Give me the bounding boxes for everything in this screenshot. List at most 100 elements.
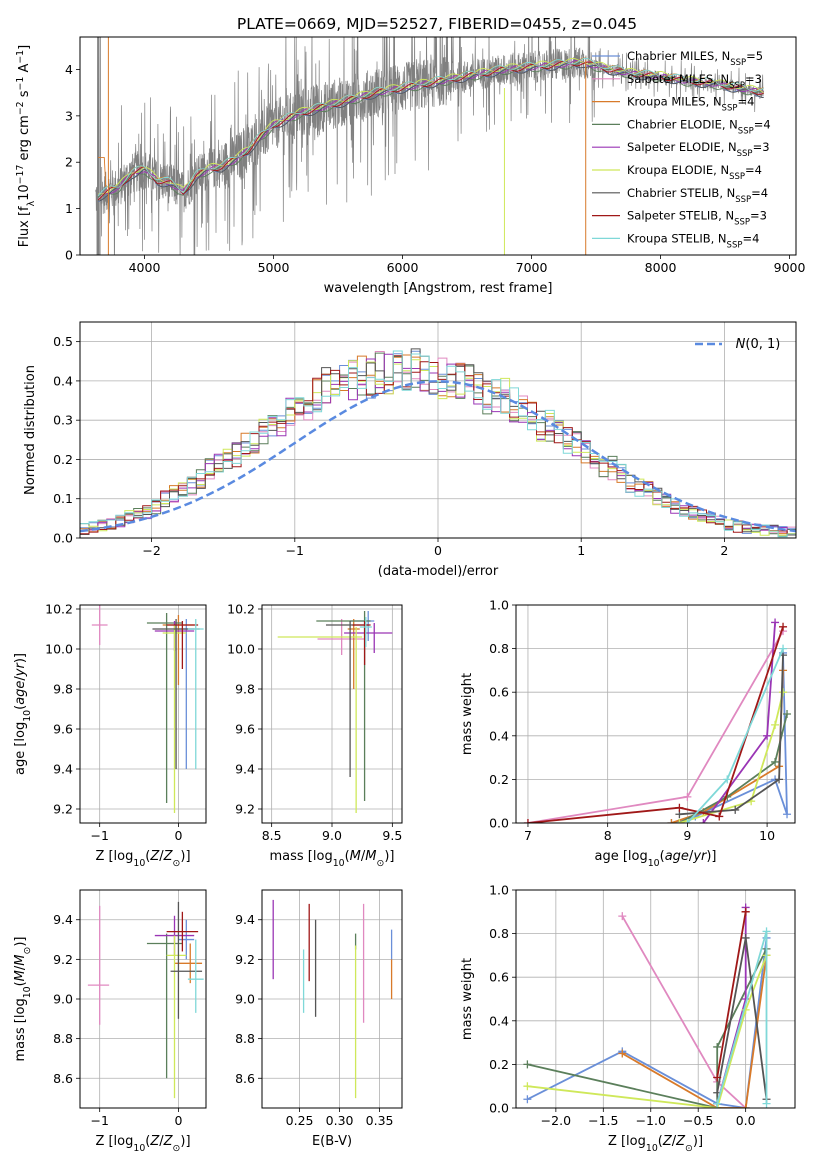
y-tick-label: 9.8 [235,682,255,697]
errorbar-point [187,939,204,1013]
errorbar-point [146,933,183,1079]
y-tick-label: 9.6 [235,722,255,737]
errorbar-point [187,619,204,769]
y-tick-label: 0.2 [489,772,509,787]
label-part: Z [149,849,160,864]
errorbar-point [344,623,393,653]
label-part: =4 [737,95,754,109]
errorbar-point [91,605,108,645]
errorbar-point [146,613,183,803]
x-tick-label: 1 [577,543,585,558]
plus-marker [783,710,792,718]
label-part: s [17,90,32,101]
axes-frame [515,889,796,1109]
y-tick-label: 10.2 [45,602,73,617]
x-tick-label: 0 [174,1113,182,1128]
errorbar-point [87,905,110,1025]
label-part: Salpeter ELODIE, N [627,140,737,154]
label-part: N [736,337,746,352]
label-part: mass [log [270,849,333,864]
legend-label: Chabrier ELODIE, NSSP=4 [627,117,771,136]
plot-area [80,890,206,1108]
plus-marker [723,775,732,784]
label-part: (data-model)/error [378,564,499,579]
chart-mass-vs-Z: −1 08.68.89.09.29.4Z [log10(Z/Z⊙)]mass [l… [13,889,207,1154]
x-tick-label: 7 [524,828,532,843]
y-tick-label: 9.4 [53,912,73,927]
plus-marker [713,1099,722,1108]
label-part: ( [345,849,350,864]
label-part: ( [145,849,150,864]
x-axis-label: Z [log10(Z/Z⊙)] [608,1134,703,1154]
y-tick-label: 2 [65,155,73,170]
label-part: ] [17,45,32,50]
errorbar-point [178,919,195,960]
plus-marker [713,1042,722,1051]
axes-frame [515,604,796,824]
plus-marker [683,819,692,823]
label-part: Z [662,1134,673,1149]
plus-marker [762,927,771,936]
y-tick-label: 9.8 [53,682,73,697]
label-part: Kroupa ELODIE, N [627,163,729,177]
label-part: 10 [648,858,660,869]
plus-marker [779,622,788,631]
label-part: age [665,849,689,864]
label-part: ⊙ [22,947,33,955]
y-tick-label: 10.2 [227,602,255,617]
y-tick-label: 9.4 [235,912,255,927]
y-tick-label: 0.4 [489,1013,509,1028]
y-tick-label: 1 [65,201,73,216]
y-tick-label: 0.4 [53,373,73,388]
x-tick-label: 0.30 [326,1113,354,1128]
label-part: ( [145,1134,150,1149]
x-tick-label: 0.25 [286,1113,314,1128]
legend-label: Chabrier STELIB, NSSP=4 [627,186,768,205]
weight-line-salpeter-miles [621,915,747,1108]
label-part: E(B-V) [312,1134,352,1149]
y-tick-label: 8.6 [235,1071,255,1086]
x-tick-label: 6000 [387,260,419,275]
label-part: −1 [15,50,26,64]
plus-marker [741,907,750,916]
label-part: / [361,849,366,864]
label-part: =3 [750,209,767,223]
x-axis-label: mass [log10(M/M⊙)] [270,849,395,869]
label-part: / [159,849,164,864]
label-part: )] [180,849,190,864]
x-tick-label: −1.5 [588,1113,618,1128]
label-part: −2 [15,101,26,115]
x-axis-label: Z [log10(Z/Z⊙)] [95,1134,190,1154]
legend-label: Chabrier MILES, NSSP=5 [627,49,763,68]
y-tick-label: 0.2 [53,452,73,467]
label-part: SSP [737,149,753,159]
label-part: ( [13,705,28,710]
y-axis-label: Flux [fλ10−17 erg cm−2 s−1 A−1] [15,45,37,247]
label-part: Salpeter STELIB, N [627,209,734,223]
chart-age-vs-Z: −1 09.29.49.69.810.010.2Z [log10(Z/Z⊙)]ag… [13,602,207,869]
axes-frame [79,889,207,1109]
errorbar-point [166,621,199,669]
chart-residuals: −2 −1 0 1 2 0.0 0.1 0.2 0.3 0.4 0.5 (data-model)/er… [23,321,797,579]
axes-frame [261,604,403,824]
y-axis-label: Normed distribution [23,365,38,495]
x-tick-label: −1.0 [636,1113,666,1128]
label-part: )] [706,849,716,864]
errorbar-point [174,943,203,984]
x-axis-label: Z [log10(Z/Z⊙)] [95,849,190,869]
x-tick-label: 0.35 [366,1113,394,1128]
label-part: SSP [738,126,754,136]
label-part: yr [692,849,708,864]
label-part: SSP [730,58,746,68]
label-part: SSP [729,81,745,91]
y-tick-label: 9.4 [235,762,255,777]
legend-label: Kroupa MILES, NSSP=4 [627,95,754,114]
label-part: Salpeter MILES, N [627,72,729,86]
plus-marker [731,805,740,814]
plus-marker [741,933,750,942]
y-tick-label: 9.2 [53,802,73,817]
label-part: M [365,849,376,864]
y-tick-label: 3 [65,108,73,123]
